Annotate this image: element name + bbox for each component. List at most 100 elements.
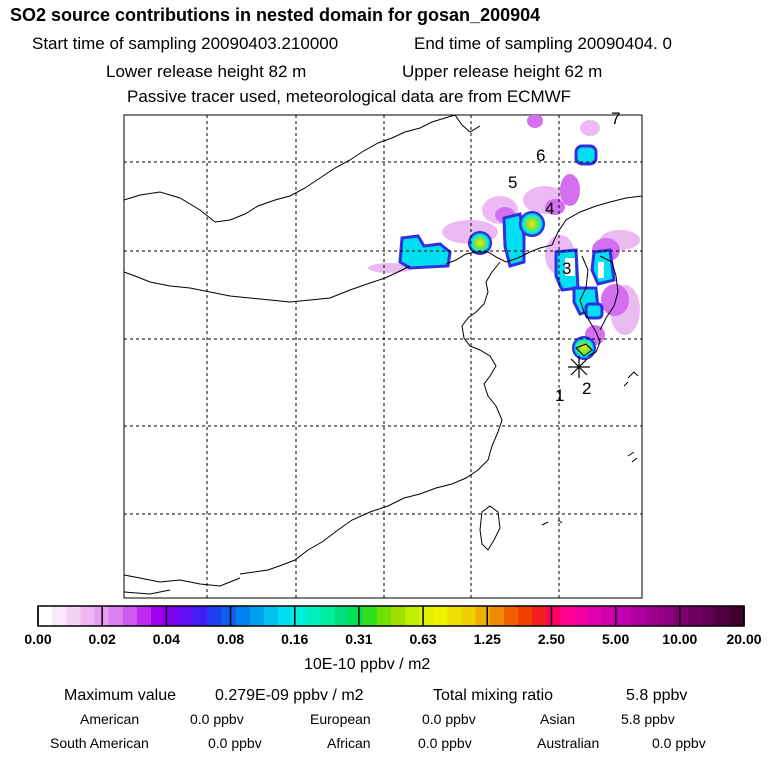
colorbar-cell	[715, 606, 731, 626]
marker-3: 3	[562, 259, 571, 278]
colorbar-cell	[165, 606, 180, 626]
colorbar-cell	[235, 606, 251, 626]
colorbar-cell	[221, 606, 237, 626]
colorbar-label: 0.02	[88, 631, 116, 647]
colorbar-cell	[659, 606, 674, 626]
region-american-name: American	[80, 711, 140, 727]
colorbar-cell	[320, 606, 336, 626]
colorbar-cell	[602, 606, 618, 626]
colorbar-cell	[419, 606, 434, 626]
marker-5: 5	[508, 173, 517, 192]
colorbar-cell	[546, 606, 562, 626]
colorbar-label: 0.04	[152, 631, 180, 647]
colorbar-cell	[292, 606, 307, 626]
region-australian-value: 0.0 ppbv	[652, 735, 706, 751]
colorbar-cell	[66, 606, 81, 626]
marker-7: 7	[611, 109, 620, 128]
colorbar-cell	[616, 606, 632, 626]
coastlines	[124, 115, 642, 595]
colorbar-cell	[334, 606, 350, 626]
receptor-star-icon	[568, 356, 590, 378]
colorbar-unit: 10E-10 ppbv / m2	[304, 656, 431, 673]
plume-gap-2	[598, 262, 604, 278]
tracer-info-label: Passive tracer used, meteorological data…	[127, 87, 572, 106]
colorbar-cell	[461, 606, 477, 626]
colorbar-cell	[193, 606, 209, 626]
region-south-american-name: South American	[50, 735, 149, 751]
colorbar-label: 10.00	[662, 631, 698, 647]
max-value: 0.279E-09 ppbv / m2	[215, 687, 364, 704]
colorbar-cell	[207, 606, 223, 626]
colorbar-cell	[376, 606, 392, 626]
region-african-name: African	[327, 735, 371, 751]
colorbar-cell	[52, 606, 67, 626]
start-time-label: Start time of sampling 20090403.210000	[32, 34, 339, 53]
colorbar-cell	[108, 606, 124, 626]
colorbar-cell	[673, 606, 689, 626]
colorbar-cell	[475, 606, 491, 626]
region-australian-name: Australian	[537, 735, 600, 751]
colorbar-label: 0.63	[409, 631, 437, 647]
colorbar-cell	[348, 606, 364, 626]
upper-release-label: Upper release height 62 m	[402, 62, 603, 81]
colorbar-cell	[136, 606, 152, 626]
colorbar-label: 20.00	[726, 631, 762, 647]
colorbar-cell	[447, 606, 463, 626]
colorbar-label: 1.25	[473, 631, 501, 647]
colorbar-cell	[391, 606, 406, 626]
marker-2: 2	[582, 379, 591, 398]
map-content	[124, 115, 642, 598]
colorbar-label: 2.50	[537, 631, 566, 647]
marker-4: 4	[545, 199, 554, 218]
region-asian-value: 5.8 ppbv	[621, 711, 675, 727]
colorbar-cell	[518, 606, 533, 626]
colorbar-cell	[306, 606, 321, 626]
colorbar-cell	[687, 606, 703, 626]
region-american-value: 0.0 ppbv	[190, 711, 244, 727]
colorbar-cell	[532, 606, 547, 626]
plot-title: SO2 source contributions in nested domai…	[10, 5, 541, 25]
colorbar-cell	[179, 606, 194, 626]
colorbar-label: 0.16	[281, 631, 309, 647]
colorbar-cell	[263, 606, 279, 626]
colorbar-cell	[729, 606, 745, 626]
colorbar-cell	[362, 606, 378, 626]
region-african-value: 0.0 ppbv	[418, 735, 472, 751]
graticule	[124, 115, 642, 598]
max-value-label: Maximum value	[64, 687, 177, 704]
colorbar-ticks	[37, 606, 745, 626]
colorbar-cell	[122, 606, 138, 626]
colorbar-cell	[80, 606, 96, 626]
colorbar-cell	[405, 606, 420, 626]
colorbar-cell	[433, 606, 449, 626]
colorbar-cell	[574, 606, 590, 626]
total-mixing-label: Total mixing ratio	[433, 687, 554, 704]
end-time-label: End time of sampling 20090404. 0	[414, 34, 673, 53]
colorbar	[38, 606, 745, 626]
colorbar-label: 0.31	[345, 631, 373, 647]
region-european-name: European	[310, 711, 371, 727]
total-mixing-value: 5.8 ppbv	[626, 687, 688, 704]
lower-release-label: Lower release height 82 m	[106, 62, 307, 81]
colorbar-cell	[38, 606, 53, 626]
colorbar-cell	[560, 606, 576, 626]
plume-gap	[565, 258, 575, 276]
colorbar-cell	[503, 606, 519, 626]
region-south-american-value: 0.0 ppbv	[208, 735, 262, 751]
colorbar-cell	[278, 606, 293, 626]
colorbar-cell	[150, 606, 166, 626]
colorbar-label: 5.00	[602, 631, 630, 647]
plume-hotspots	[468, 211, 596, 360]
colorbar-label: 0.08	[216, 631, 245, 647]
colorbar-cell	[489, 606, 505, 626]
colorbar-cell	[701, 606, 717, 626]
region-asian-name: Asian	[540, 711, 576, 727]
colorbar-cell	[249, 606, 265, 626]
colorbar-label: 0.00	[24, 631, 52, 647]
marker-6: 6	[536, 146, 545, 165]
colorbar-cell	[631, 606, 646, 626]
colorbar-cell	[645, 606, 660, 626]
marker-1: 1	[555, 386, 564, 405]
region-european-value: 0.0 ppbv	[422, 711, 476, 727]
